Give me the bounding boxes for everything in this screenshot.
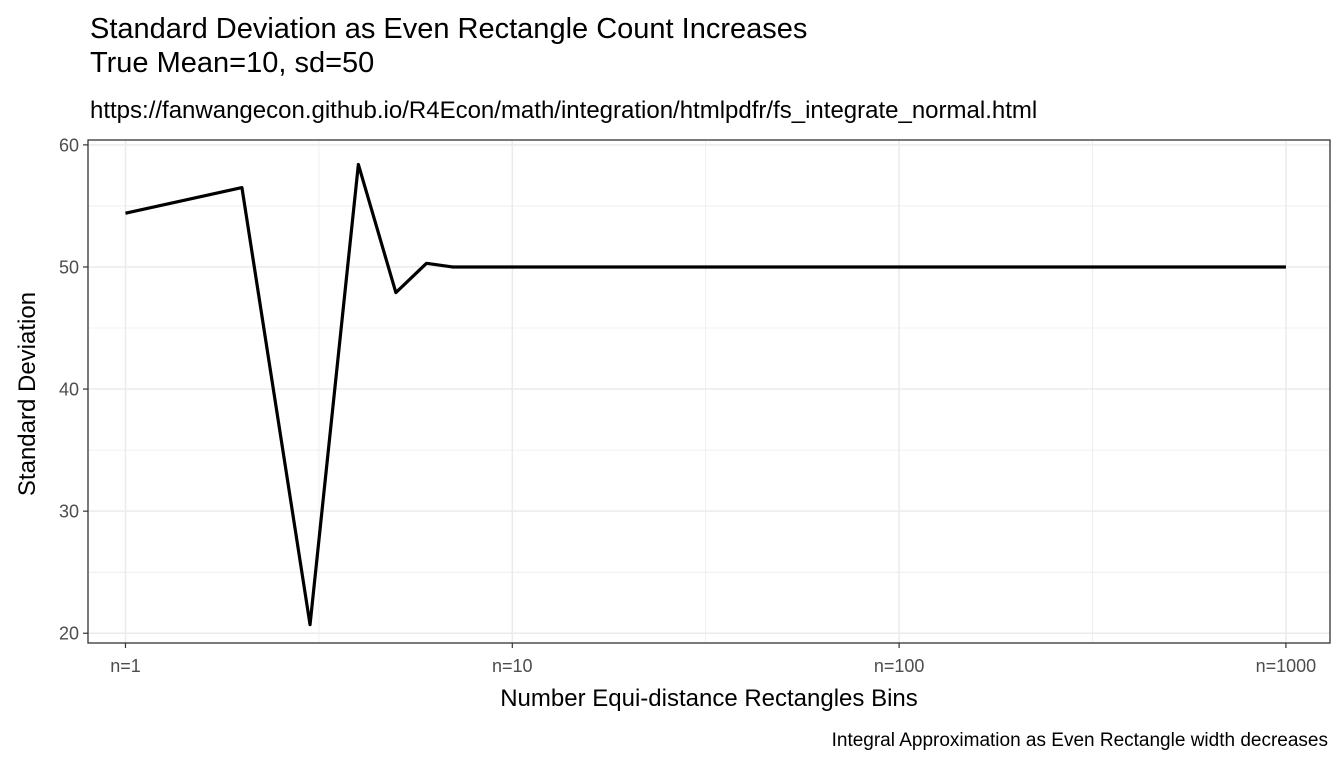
x-tick-label: n=100 (874, 656, 925, 676)
x-axis-label: Number Equi-distance Rectangles Bins (500, 685, 918, 712)
chart-title: Standard Deviation as Even Rectangle Cou… (90, 12, 807, 80)
y-tick-label: 30 (59, 502, 79, 522)
line-layer (125, 162, 1286, 627)
chart-caption: Integral Approximation as Even Rectangle… (831, 730, 1328, 751)
y-axis-label: Standard Deviation (14, 291, 41, 497)
y-tick-label: 20 (59, 624, 79, 644)
tick-layer: 20 30 40 50 60 n=1 n=10 n=100 n=1000 (59, 135, 1316, 676)
y-tick-label: 60 (59, 135, 79, 155)
x-tick-label: n=10 (492, 656, 533, 676)
grid-layer (88, 140, 1330, 643)
chart-title-line1: Standard Deviation as Even Rectangle Cou… (90, 13, 808, 45)
y-tick-label: 50 (59, 257, 79, 277)
x-tick-label: n=1 (110, 656, 141, 676)
chart-title-line2: True Mean=10, sd=50 (90, 47, 375, 79)
y-tick-label: 40 (59, 380, 79, 400)
panel-border (87, 139, 1331, 644)
x-tick-label: n=1000 (1256, 656, 1317, 676)
chart-subtitle: https://fanwangecon.github.io/R4Econ/mat… (90, 97, 1038, 124)
series-line (125, 162, 1286, 627)
